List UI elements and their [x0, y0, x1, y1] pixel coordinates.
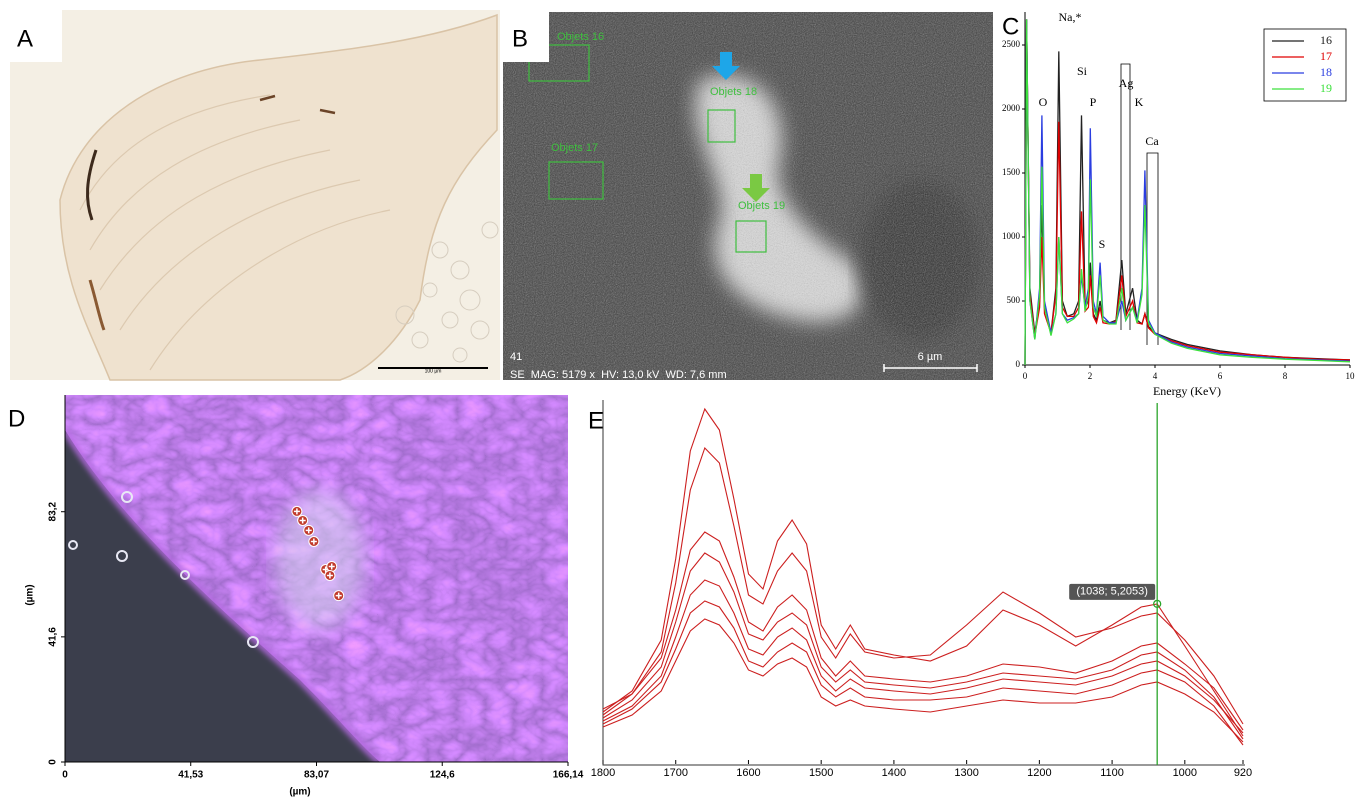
legend-label: 16: [1320, 33, 1332, 47]
panel-label: C: [1002, 13, 1019, 40]
point: [292, 506, 302, 516]
y-tick-label: 1500: [1002, 167, 1021, 177]
point: [327, 561, 337, 571]
point: [304, 525, 314, 535]
x-tick-label: 41,53: [178, 770, 203, 781]
x-tick-label: 1300: [954, 767, 978, 779]
peak-label: P: [1090, 95, 1097, 109]
panel-label: E: [588, 407, 604, 434]
x-tick-label: 1000: [1173, 767, 1197, 779]
point: [334, 591, 344, 601]
y-tick-label: 1000: [1002, 231, 1021, 241]
x-tick-label: 1400: [882, 767, 906, 779]
x-tick-label: 1700: [663, 767, 687, 779]
panel-label: D: [8, 405, 25, 432]
image-number: 41: [510, 351, 522, 363]
series-line: [603, 601, 1243, 745]
roi-label: Objets 19: [738, 200, 785, 212]
legend-label: 19: [1320, 81, 1332, 95]
x-tick-label: 2: [1088, 371, 1093, 381]
y-tick-label: 2000: [1002, 103, 1021, 113]
peak-label: Na,*: [1059, 10, 1082, 24]
x-tick-label: 0: [62, 770, 68, 781]
x-tick-label: 4: [1153, 371, 1158, 381]
roi-label: Objets 18: [710, 86, 757, 98]
point: [298, 515, 308, 525]
y-tick-label: 41,6: [48, 627, 59, 647]
x-tick-label: 1200: [1027, 767, 1051, 779]
x-tick-label: 1800: [591, 767, 615, 779]
point: [309, 536, 319, 546]
legend-label: 17: [1320, 49, 1332, 63]
peak-label: O: [1039, 95, 1048, 109]
x-tick-label: 920: [1234, 767, 1252, 779]
x-tick-label: 0: [1023, 371, 1028, 381]
legend-label: 18: [1320, 65, 1332, 79]
series-line: [603, 619, 1243, 742]
x-tick-label: 83,07: [304, 770, 329, 781]
cursor-label: (1038; 5,2053): [1076, 586, 1148, 598]
x-tick-label: 6: [1218, 371, 1223, 381]
y-tick-label: 0: [1016, 359, 1021, 369]
page: 100 µm A Objets 16 Objets 17 Objets 18 O…: [0, 0, 1361, 798]
peak-label: S: [1099, 237, 1106, 251]
panel-b: Objets 16 Objets 17 Objets 18 Objets 19 …: [503, 12, 993, 381]
x-tick-label: 8: [1283, 371, 1288, 381]
axes: [603, 400, 1245, 765]
acquisition-info: SE MAG: 5179 x HV: 13,0 kV WD: 7,6 mm: [510, 369, 727, 381]
y-axis-title: (µm): [25, 584, 36, 605]
peak-label: Si: [1077, 64, 1088, 78]
noise: [503, 12, 993, 380]
x-tick-label: 124,6: [430, 770, 455, 781]
panel-d: D (µm) (µm): [8, 395, 568, 798]
point: [325, 570, 335, 580]
image-d: [65, 395, 568, 762]
x-axis-title: Energy (KeV): [1153, 384, 1221, 398]
y-tick-label: 500: [1007, 295, 1021, 305]
peak-label: Ag: [1119, 76, 1134, 90]
x-tick-label: 1600: [736, 767, 760, 779]
legend-box: [1264, 29, 1346, 101]
series-line: [603, 580, 1243, 733]
roi-label: Objets 17: [551, 142, 598, 154]
x-tick-label: 1500: [809, 767, 833, 779]
scale-bar-label: 100 µm: [425, 368, 442, 374]
panel-label: B: [512, 25, 528, 52]
peak-label: Ca: [1145, 134, 1159, 148]
panel-a: 100 µm A: [10, 10, 500, 380]
y-tick-label: 83,2: [48, 502, 59, 522]
x-tick-label: 10: [1346, 371, 1356, 381]
x-tick-label: 166,14: [553, 770, 584, 781]
scale-bar-label: 6 µm: [918, 351, 943, 363]
bright-area: [275, 490, 365, 630]
panel-label: A: [17, 25, 33, 52]
x-tick-label: 1100: [1100, 767, 1124, 779]
figure: 100 µm A Objets 16 Objets 17 Objets 18 O…: [0, 0, 1361, 798]
y-tick-label: 2500: [1002, 39, 1021, 49]
y-tick-label: 0: [48, 759, 59, 765]
peak-label: K: [1135, 95, 1144, 109]
roi-label: Objets 16: [557, 31, 604, 43]
x-axis-title: (µm): [289, 787, 310, 798]
